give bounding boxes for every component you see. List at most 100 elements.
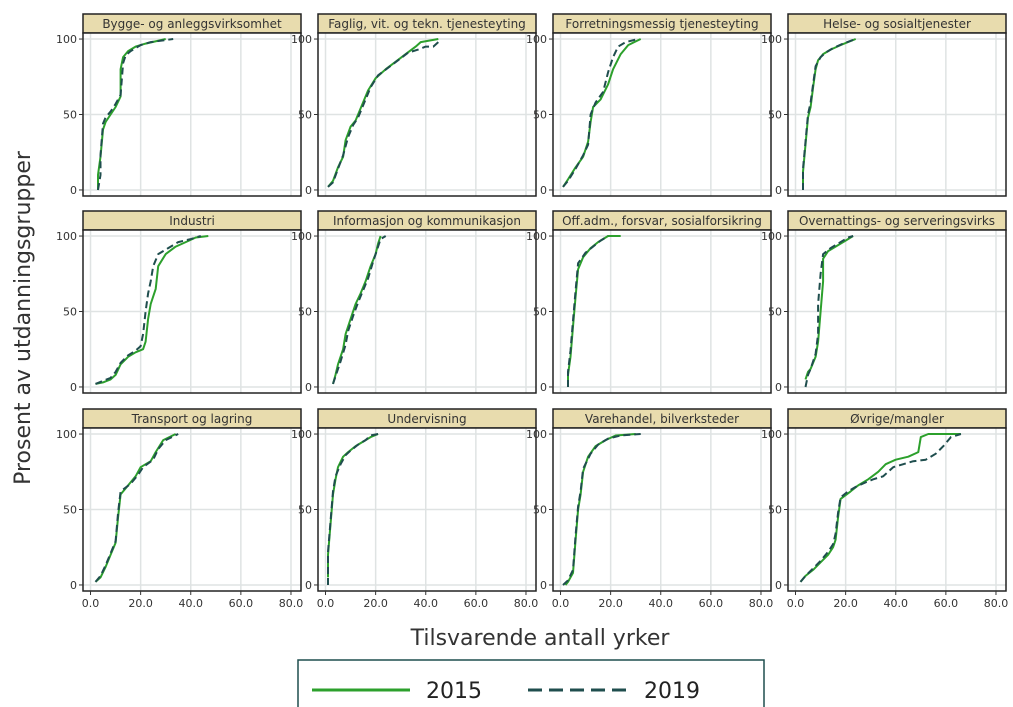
y-tick-label: 100 [291, 33, 312, 46]
series-line-2019 [562, 38, 639, 188]
x-tick-label: 80.0 [514, 597, 539, 610]
facet-panel: Industri 0 50 100 [56, 210, 302, 394]
y-tick-label: 50 [533, 504, 547, 517]
y-tick-label: 100 [526, 428, 547, 441]
x-tick-label: 60.0 [699, 597, 724, 610]
facet-strip-title: Bygge- og anleggsvirksomhet [102, 17, 282, 31]
x-tick-label: 0.0 [787, 597, 805, 610]
facet-strip-title: Industri [169, 214, 215, 228]
facet-panel: Off.adm., forsvar, sosialforsikring 0 50 10… [526, 210, 772, 394]
series-line-2019 [567, 235, 609, 387]
series-line-2015 [95, 235, 209, 385]
facet-panel: Undervisning 0 50 100 0.0 20.0 40.0 60.0 80.0 [291, 408, 539, 610]
y-axis-title: Prosent av utdanningsgrupper [11, 150, 36, 485]
y-tick-label: 50 [298, 504, 312, 517]
x-tick-label: 60.0 [229, 597, 254, 610]
facet-strip-title: Faglig, vit. og tekn. tjenesteyting [328, 17, 526, 31]
y-tick-label: 100 [526, 33, 547, 46]
facet-panel: Overnattings- og serveringsvirks 0 50 100 [761, 210, 1007, 394]
x-tick-label: 40.0 [883, 597, 908, 610]
facet-panel: Helse- og sosialtjenester 0 50 100 [761, 13, 1007, 197]
series-line-2019 [94, 433, 179, 583]
legend-label-2015: 2015 [426, 679, 482, 704]
series-line-2019 [332, 235, 387, 385]
series-line-2019 [95, 235, 202, 385]
y-tick-label: 0 [70, 579, 77, 592]
x-tick-label: 80.0 [749, 597, 774, 610]
series-line-2019 [327, 433, 379, 585]
y-tick-label: 0 [305, 579, 312, 592]
x-axis-title: Tilsvarende antall yrker [410, 626, 671, 651]
y-tick-label: 0 [540, 381, 547, 394]
y-tick-label: 50 [63, 504, 77, 517]
y-tick-label: 100 [291, 230, 312, 243]
y-tick-label: 0 [775, 579, 782, 592]
x-tick-label: 60.0 [934, 597, 959, 610]
y-tick-label: 0 [305, 184, 312, 197]
y-tick-label: 0 [70, 184, 77, 197]
y-tick-label: 100 [291, 428, 312, 441]
series-line-2015 [804, 235, 854, 380]
x-tick-label: 40.0 [413, 597, 438, 610]
facet-strip-title: Undervisning [387, 412, 466, 426]
y-tick-label: 0 [540, 579, 547, 592]
y-tick-label: 100 [56, 230, 77, 243]
facet-panel: Faglig, vit. og tekn. tjenesteyting 0 50 10… [291, 13, 537, 197]
y-tick-label: 0 [70, 381, 77, 394]
series-line-2019 [562, 433, 641, 586]
y-tick-label: 100 [761, 230, 782, 243]
facet-strip-title: Helse- og sosialtjenester [823, 17, 971, 31]
y-tick-label: 50 [533, 306, 547, 319]
facet-panel: Bygge- og anleggsvirksomhet 0 50 100 [56, 13, 302, 197]
facet-strip-title: Off.adm., forsvar, sosialforsikring [562, 214, 762, 228]
y-tick-label: 100 [56, 428, 77, 441]
x-tick-label: 80.0 [279, 597, 304, 610]
legend: 2015 2019 [297, 659, 765, 707]
series-line-2015 [94, 433, 177, 583]
y-tick-label: 100 [761, 428, 782, 441]
x-tick-label: 40.0 [178, 597, 203, 610]
series-line-2019 [802, 38, 857, 190]
facet-strip-title: Overnattings- og serveringsvirks [799, 214, 995, 228]
x-tick-label: 20.0 [128, 597, 153, 610]
y-tick-label: 50 [768, 109, 782, 122]
y-tick-label: 100 [56, 33, 77, 46]
x-tick-label: 20.0 [598, 597, 623, 610]
facet-strip-title: Transport og lagring [131, 412, 253, 426]
y-tick-label: 100 [526, 230, 547, 243]
y-tick-label: 50 [63, 109, 77, 122]
facet-strip-title: Forretningsmessig tjenesteyting [565, 17, 758, 31]
x-tick-label: 0.0 [317, 597, 335, 610]
y-tick-label: 0 [775, 184, 782, 197]
y-tick-label: 50 [768, 504, 782, 517]
facet-strip-title: Øvrige/mangler [850, 412, 944, 426]
y-tick-label: 50 [533, 109, 547, 122]
x-tick-label: 20.0 [833, 597, 858, 610]
facet-panel: Varehandel, bilverksteder 0 50 100 0.0 20.0 40… [526, 408, 774, 610]
facet-strip-title: Varehandel, bilverksteder [585, 412, 739, 426]
facet-panel: Informasjon og kommunikasjon 0 50 100 [291, 210, 537, 394]
facet-panels: Bygge- og anleggsvirksomhet050100Faglig,… [56, 13, 1009, 610]
x-tick-label: 0.0 [552, 597, 570, 610]
y-tick-label: 100 [761, 33, 782, 46]
series-line-2019 [97, 38, 174, 191]
facet-panel: Transport og lagring 0 50 100 0.0 20.0 40.0 60.… [56, 408, 304, 610]
y-tick-label: 0 [540, 184, 547, 197]
y-tick-label: 0 [305, 381, 312, 394]
x-tick-label: 60.0 [464, 597, 489, 610]
series-line-2019 [799, 433, 962, 583]
y-tick-label: 50 [298, 109, 312, 122]
x-tick-label: 20.0 [363, 597, 388, 610]
facet-panel: Øvrige/mangler 0 50 100 0.0 20.0 40.0 60.0 80.0 [761, 408, 1009, 610]
x-tick-label: 80.0 [984, 597, 1009, 610]
facet-strip-title: Informasjon og kommunikasjon [333, 214, 521, 228]
facet-panel: Forretningsmessig tjenesteyting 0 50 100 [526, 13, 772, 197]
y-tick-label: 50 [298, 306, 312, 319]
series-line-2019 [804, 235, 854, 388]
y-tick-label: 50 [63, 306, 77, 319]
legend-frame [297, 659, 765, 707]
legend-label-2019: 2019 [644, 679, 700, 704]
x-tick-label: 0.0 [82, 597, 100, 610]
y-tick-label: 50 [768, 306, 782, 319]
